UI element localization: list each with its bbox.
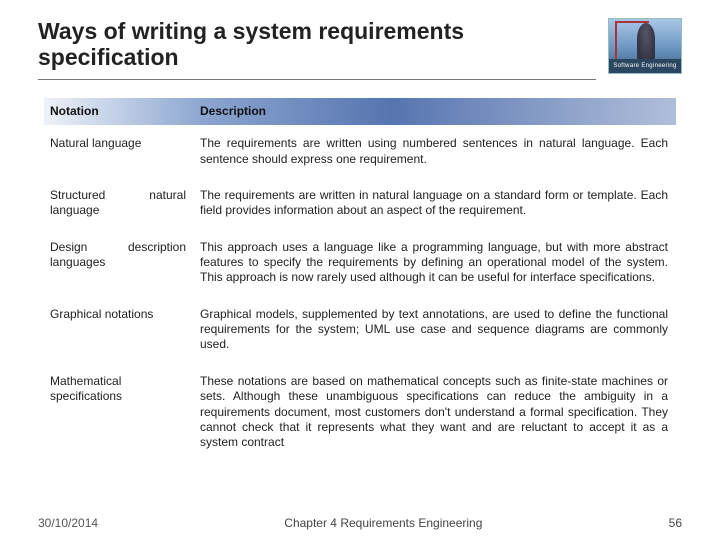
notation-cell: Natural language — [44, 126, 194, 178]
notation-cell: Design description languages — [44, 229, 194, 296]
footer-page-number: 56 — [669, 516, 682, 530]
description-cell: Graphical models, supplemented by text a… — [194, 296, 676, 363]
column-header-notation: Notation — [44, 98, 194, 126]
table-row: Structured natural language The requirem… — [44, 177, 676, 229]
description-cell: The requirements are written using numbe… — [194, 126, 676, 178]
table-row: Natural language The requirements are wr… — [44, 126, 676, 178]
footer-chapter: Chapter 4 Requirements Engineering — [98, 516, 669, 530]
logo-label: Software Engineering — [613, 63, 676, 69]
table-row: Mathematical specifications These notati… — [44, 363, 676, 461]
notation-cell: Graphical notations — [44, 296, 194, 363]
table-row: Graphical notations Graphical models, su… — [44, 296, 676, 363]
requirements-notation-table: Notation Description Natural language Th… — [44, 98, 676, 462]
table-header-row: Notation Description — [44, 98, 676, 126]
slide-title: Ways of writing a system requirements sp… — [38, 18, 596, 71]
book-cover-thumbnail: Software Engineering — [608, 18, 682, 74]
gherkin-icon — [637, 23, 655, 63]
description-cell: The requirements are written in natural … — [194, 177, 676, 229]
description-cell: These notations are based on mathematica… — [194, 363, 676, 461]
title-row: Ways of writing a system requirements sp… — [38, 18, 682, 80]
slide: Ways of writing a system requirements sp… — [0, 0, 720, 540]
notation-cell: Structured natural language — [44, 177, 194, 229]
table-row: Design description languages This approa… — [44, 229, 676, 296]
title-underline — [38, 79, 596, 80]
notation-cell: Mathematical specifications — [44, 363, 194, 461]
footer-date: 30/10/2014 — [38, 516, 98, 530]
column-header-description: Description — [194, 98, 676, 126]
crane-icon — [615, 21, 617, 63]
slide-footer: 30/10/2014 Chapter 4 Requirements Engine… — [0, 516, 720, 530]
description-cell: This approach uses a language like a pro… — [194, 229, 676, 296]
